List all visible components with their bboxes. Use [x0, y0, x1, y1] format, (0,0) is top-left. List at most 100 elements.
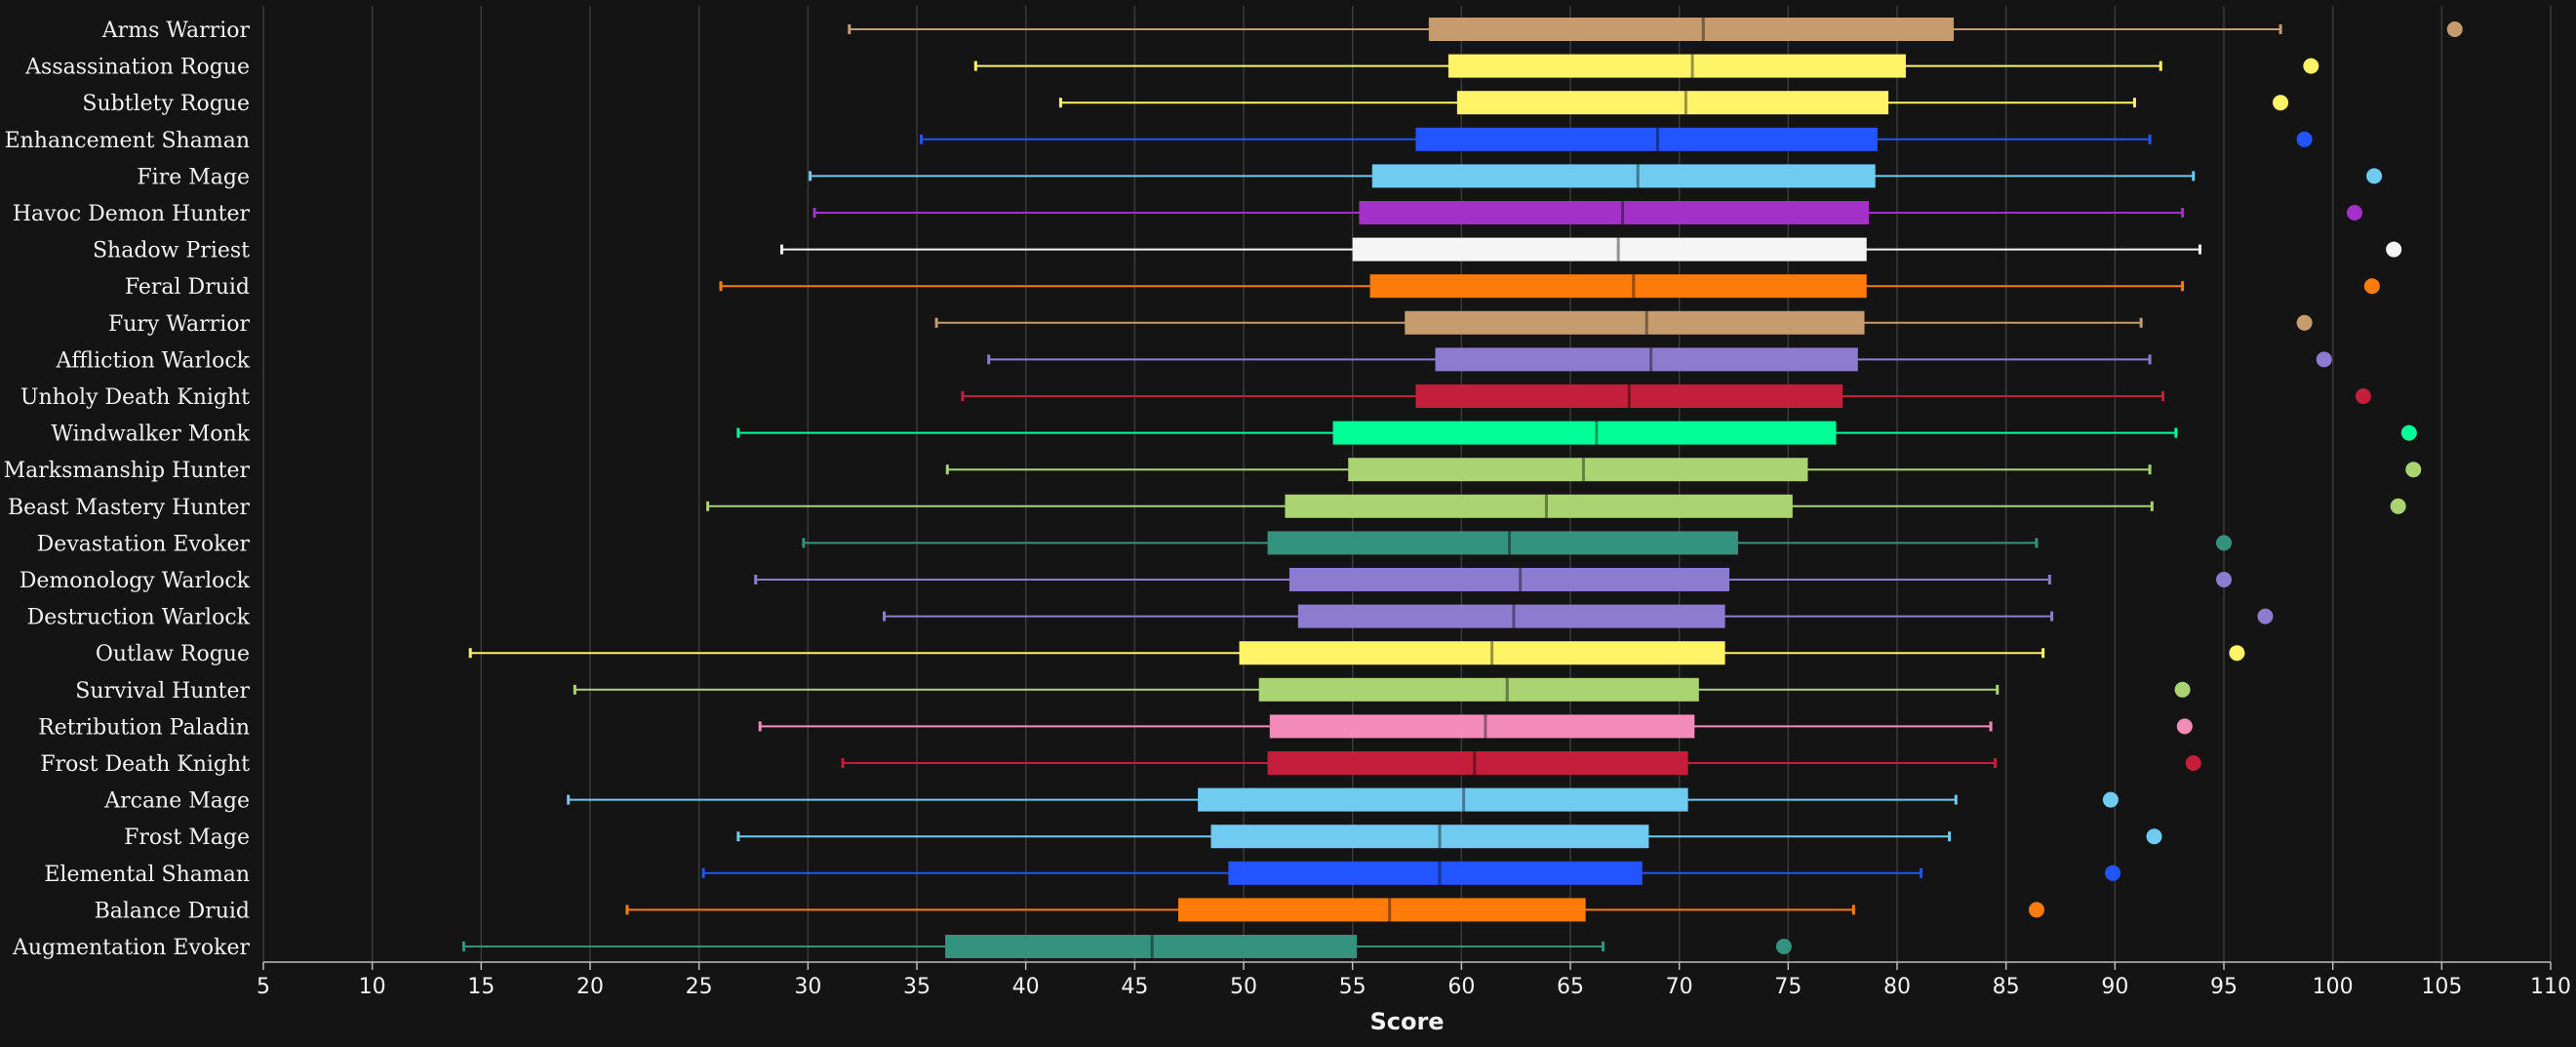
- spec-label: Arms Warrior: [101, 19, 251, 43]
- box-series: [812, 201, 2362, 224]
- iqr-box: [1198, 787, 1688, 812]
- box-series: [736, 421, 2417, 445]
- box-series: [973, 54, 2319, 78]
- x-tick-label: 30: [794, 975, 821, 999]
- box-series: [567, 787, 2119, 812]
- iqr-box: [1415, 384, 1843, 408]
- max-point-marker: [2174, 681, 2191, 698]
- box-series: [780, 237, 2402, 262]
- spec-label: Survival Hunter: [75, 679, 250, 704]
- spec-label: Outlaw Rogue: [96, 642, 250, 666]
- max-point-marker: [2386, 241, 2402, 258]
- max-point-marker: [2146, 828, 2162, 845]
- x-tick-label: 50: [1230, 975, 1257, 999]
- box-series: [719, 274, 2380, 299]
- spec-label: Balance Druid: [95, 899, 250, 923]
- box-series: [802, 531, 2232, 555]
- max-point-marker: [2257, 608, 2274, 624]
- iqr-box: [1267, 531, 1738, 555]
- max-point-marker: [2028, 902, 2044, 918]
- spec-label: Elemental Shaman: [44, 863, 250, 887]
- max-point-marker: [2347, 205, 2362, 221]
- x-tick-label: 20: [576, 975, 604, 999]
- max-point-marker: [2400, 424, 2417, 441]
- box-series: [468, 641, 2245, 665]
- max-point-marker: [2216, 572, 2232, 587]
- max-point-marker: [2185, 755, 2201, 771]
- x-tick-label: 75: [1774, 975, 1802, 999]
- max-point-marker: [2273, 95, 2289, 111]
- max-point-marker: [2176, 718, 2193, 735]
- max-point-marker: [2303, 58, 2319, 74]
- spec-label: Retribution Paladin: [38, 715, 250, 740]
- box-series: [961, 384, 2371, 408]
- iqr-box: [1228, 861, 1643, 885]
- max-point-marker: [2229, 645, 2245, 662]
- box-series: [987, 347, 2332, 372]
- max-point-marker: [2216, 535, 2232, 551]
- spec-label: Affliction Warlock: [56, 348, 251, 373]
- spec-label: Augmentation Evoker: [12, 936, 251, 960]
- spec-label: Marksmanship Hunter: [4, 459, 251, 483]
- box-series: [573, 677, 2191, 702]
- x-tick-label: 95: [2210, 975, 2238, 999]
- x-tick-label: 70: [1666, 975, 1693, 999]
- iqr-box: [1269, 714, 1695, 739]
- max-point-marker: [2105, 865, 2121, 881]
- iqr-box: [1239, 641, 1725, 665]
- x-tick-label: 25: [686, 975, 713, 999]
- x-tick-label: 110: [2530, 975, 2571, 999]
- spec-label: Assassination Rogue: [24, 56, 250, 80]
- max-point-marker: [2446, 21, 2463, 37]
- x-tick-label: 55: [1339, 975, 1367, 999]
- x-tick-label: 45: [1121, 975, 1148, 999]
- iqr-box: [1447, 54, 1906, 78]
- max-point-marker: [2102, 791, 2119, 808]
- box-series: [758, 714, 2193, 739]
- box-series: [706, 494, 2406, 518]
- spec-label: Beast Mastery Hunter: [8, 496, 251, 520]
- max-point-marker: [2366, 168, 2383, 184]
- box-series: [841, 751, 2201, 775]
- x-tick-label: 15: [467, 975, 495, 999]
- iqr-box: [1348, 458, 1808, 482]
- iqr-box: [1359, 201, 1869, 224]
- x-tick-label: 105: [2421, 975, 2462, 999]
- iqr-box: [945, 935, 1358, 958]
- box-series: [701, 861, 2121, 885]
- spec-label: Arcane Mage: [103, 789, 250, 814]
- spec-label: Demonology Warlock: [20, 569, 251, 593]
- spec-label-layer: Arms Warrior Assassination Rogue Subtlety …: [4, 19, 251, 960]
- max-point-marker: [2355, 388, 2371, 404]
- box-series: [809, 164, 2383, 188]
- iqr-box: [1428, 18, 1955, 41]
- spec-label: Frost Mage: [124, 826, 250, 850]
- x-axis-title: Score: [1369, 1008, 1444, 1035]
- spec-label: Feral Druid: [125, 275, 250, 300]
- max-point-marker: [2390, 498, 2406, 514]
- x-tick-label: 40: [1012, 975, 1040, 999]
- spec-label: Windwalker Monk: [51, 423, 250, 447]
- x-tick-label: 35: [903, 975, 931, 999]
- max-point-marker: [2316, 351, 2332, 368]
- box-series: [1058, 91, 2289, 115]
- box-layer: [461, 18, 2463, 958]
- iqr-box: [1210, 825, 1649, 849]
- iqr-box: [1415, 127, 1878, 151]
- iqr-box: [1258, 677, 1699, 702]
- spec-label: Fury Warrior: [108, 312, 251, 337]
- x-tick-label: 100: [2313, 975, 2354, 999]
- spec-label: Devastation Evoker: [37, 532, 251, 556]
- x-tick-label: 90: [2101, 975, 2128, 999]
- iqr-box: [1456, 91, 1889, 115]
- iqr-box: [1369, 274, 1867, 299]
- iqr-box: [1267, 751, 1688, 775]
- iqr-box: [1332, 421, 1837, 445]
- x-tick-layer: 5 10 15 20 25 30 35 40 45 50 55 60 65 70 75 80 85 90 95 100…: [257, 962, 2571, 999]
- max-point-marker: [2296, 314, 2313, 331]
- box-series: [754, 568, 2232, 591]
- max-point-marker: [1775, 939, 1792, 954]
- iqr-box: [1297, 604, 1725, 628]
- x-tick-label: 10: [359, 975, 386, 999]
- grid-layer: [262, 6, 2552, 962]
